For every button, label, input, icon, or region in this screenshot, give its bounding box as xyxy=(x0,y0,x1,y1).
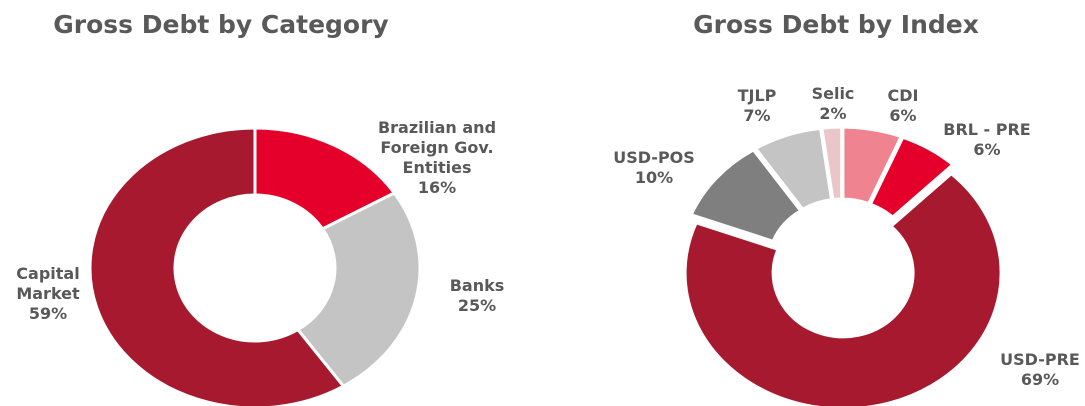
slice-label: TJLP 7% xyxy=(727,86,787,126)
category-label: USD-PRE xyxy=(1000,350,1080,369)
slice-label: Brazilian and Foreign Gov. Entities 16% xyxy=(370,118,505,198)
value-label: 2% xyxy=(819,104,847,123)
value-label: 6% xyxy=(889,106,917,125)
donut-slice xyxy=(253,126,397,231)
donut-slice xyxy=(683,171,1003,406)
slice-label: Selic 2% xyxy=(803,84,863,124)
chart-title: Gross Debt by Index xyxy=(693,10,979,39)
category-label: TJLP xyxy=(737,86,777,105)
donut-slice xyxy=(820,125,844,202)
category-label: USD-POS xyxy=(613,148,695,167)
value-label: 16% xyxy=(417,178,457,197)
chart-title: Gross Debt by Category xyxy=(53,10,389,39)
slice-label: Capital Market 59% xyxy=(8,264,88,324)
donut-slice xyxy=(868,135,956,220)
category-label: BRL - PRE xyxy=(943,120,1031,139)
donut-slice xyxy=(841,125,904,206)
category-label: CDI xyxy=(887,86,919,105)
category-label: Banks xyxy=(449,276,505,295)
category-label: Capital Market xyxy=(16,264,80,303)
value-label: 69% xyxy=(1020,370,1060,389)
donut-slice xyxy=(689,148,803,244)
slice-label: USD-PRE 69% xyxy=(995,350,1085,390)
slice-label: CDI 6% xyxy=(873,86,933,126)
value-label: 25% xyxy=(457,296,497,315)
value-label: 6% xyxy=(973,140,1001,159)
donut-slice xyxy=(295,191,422,389)
category-label: Selic xyxy=(811,84,855,103)
category-label: Brazilian and Foreign Gov. Entities xyxy=(377,118,497,177)
value-label: 10% xyxy=(634,168,674,187)
slice-label: USD-POS 10% xyxy=(609,148,699,188)
value-label: 7% xyxy=(743,106,771,125)
donut-slice xyxy=(88,126,346,406)
value-label: 59% xyxy=(28,304,68,323)
slice-label: BRL - PRE 6% xyxy=(932,120,1042,160)
slice-label: Banks 25% xyxy=(437,276,517,316)
